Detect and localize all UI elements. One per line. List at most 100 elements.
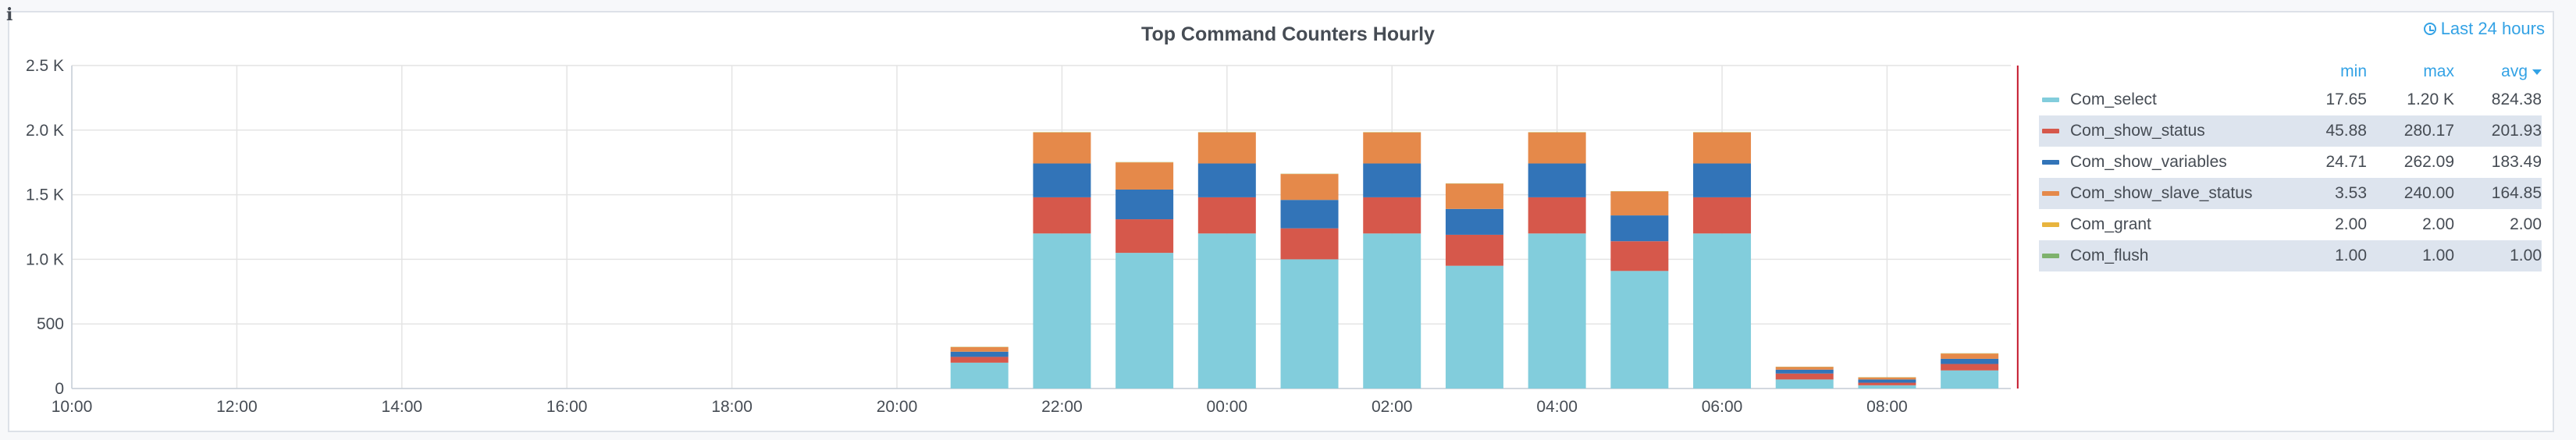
bar-segment [1858, 377, 1916, 380]
bar-segment [1610, 271, 1669, 389]
bar-segment [1363, 163, 1421, 197]
bar-segment [950, 351, 1009, 357]
legend-row[interactable]: Com_show_status 45.88 280.17 201.93 [2039, 115, 2542, 147]
bar-segment [950, 357, 1009, 363]
bar-segment [1693, 197, 1752, 234]
x-tick-label: 14:00 [382, 398, 423, 416]
legend-max: 262.09 [2403, 153, 2454, 171]
legend-avg: 1.00 [2510, 247, 2542, 264]
bar-segment [1033, 132, 1091, 164]
bar-segment [1858, 385, 1916, 389]
bar-segment [1775, 367, 1834, 370]
legend-max: 1.20 K [2407, 90, 2454, 108]
bar-segment [1528, 197, 1586, 234]
legend-name: Com_show_slave_status [2070, 184, 2253, 202]
bar-segment [1197, 233, 1256, 389]
x-tick-label: 08:00 [1866, 398, 1908, 416]
legend-avg: 2.00 [2510, 215, 2542, 233]
bar-segment [1775, 379, 1834, 389]
legend-min: 24.71 [2325, 153, 2367, 171]
legend-avg: 164.85 [2491, 184, 2542, 202]
legend-name: Com_select [2070, 90, 2157, 108]
y-tick-label: 1.5 K [26, 186, 64, 204]
bar-segment [1445, 208, 1503, 235]
legend-header-avg-label: avg [2501, 62, 2528, 80]
bar-segment [1941, 358, 1999, 364]
legend-row[interactable]: Com_select 17.65 1.20 K 824.38 [2039, 84, 2542, 115]
legend-swatch[interactable] [2042, 191, 2059, 196]
bar-segment [1941, 353, 1999, 359]
bar-segment [1693, 233, 1752, 389]
bar-segment [1445, 265, 1503, 389]
legend-row[interactable]: Com_show_slave_status 3.53 240.00 164.85 [2039, 178, 2542, 209]
bar-segment [1363, 233, 1421, 389]
bar-segment [950, 362, 1009, 389]
x-tick-label: 04:00 [1536, 398, 1578, 416]
bar-segment [950, 347, 1009, 352]
bar-segment [1445, 234, 1503, 266]
bar-segment [1197, 197, 1256, 234]
legend-row[interactable]: Com_show_variables 24.71 262.09 183.49 [2039, 147, 2542, 178]
legend-swatch[interactable] [2042, 254, 2059, 258]
legend-header-min[interactable]: min [2340, 62, 2367, 80]
legend-header: min max avg [2039, 62, 2542, 84]
bar-segment [1280, 174, 1339, 200]
bar-segment [1610, 215, 1669, 242]
bar-segment [1445, 183, 1503, 209]
legend-avg: 824.38 [2491, 90, 2542, 108]
bar-segment [1858, 379, 1916, 383]
time-range-label: Last 24 hours [2440, 19, 2545, 38]
bar-segment [1115, 253, 1174, 389]
bar-segment [1693, 132, 1752, 164]
legend-header-max[interactable]: max [2423, 62, 2454, 80]
bar-segment [1610, 191, 1669, 216]
bar-segment [1033, 163, 1091, 197]
legend-avg: 201.93 [2491, 122, 2542, 140]
legend-max: 240.00 [2403, 184, 2454, 202]
bar-segment [1280, 200, 1339, 229]
bar-segment [1363, 132, 1421, 164]
time-range-picker[interactable]: Last 24 hours [2423, 19, 2545, 39]
legend-swatch[interactable] [2042, 98, 2059, 102]
bar-segment [1528, 163, 1586, 197]
legend-min: 3.53 [2335, 184, 2367, 202]
legend-name: Com_show_status [2070, 122, 2205, 140]
bar-segment [1280, 228, 1339, 260]
x-tick-label: 02:00 [1372, 398, 1413, 416]
legend-name: Com_grant [2070, 215, 2151, 233]
x-tick-label: 06:00 [1702, 398, 1743, 416]
legend-max: 2.00 [2422, 215, 2454, 233]
legend-table: min max avg Com_select 17.65 1.20 K 824.38 C… [2039, 62, 2542, 271]
bar-segment [1115, 162, 1174, 190]
bar-segment [1197, 163, 1256, 197]
y-tick-label: 500 [37, 315, 64, 333]
legend-max: 280.17 [2403, 122, 2454, 140]
legend-swatch[interactable] [2042, 160, 2059, 165]
legend-header-avg[interactable]: avg [2454, 62, 2542, 84]
y-tick-label: 2.0 K [26, 122, 64, 140]
legend-row[interactable]: Com_flush 1.00 1.00 1.00 [2039, 240, 2542, 271]
legend-min: 17.65 [2325, 90, 2367, 108]
x-tick-label: 16:00 [546, 398, 588, 416]
bar-segment [1941, 370, 1999, 389]
y-tick-label: 2.5 K [26, 57, 64, 75]
bar-segment [1115, 219, 1174, 254]
legend-avg: 183.49 [2491, 153, 2542, 171]
legend-swatch[interactable] [2042, 129, 2059, 133]
bar-segment [1528, 132, 1586, 164]
legend-max: 1.00 [2422, 247, 2454, 264]
legend-name: Com_flush [2070, 247, 2149, 264]
bar-segment [1858, 382, 1916, 385]
legend-row[interactable]: Com_grant 2.00 2.00 2.00 [2039, 209, 2542, 240]
legend-name: Com_show_variables [2070, 153, 2227, 171]
x-tick-label: 00:00 [1207, 398, 1248, 416]
bar-segment [1528, 233, 1586, 389]
sort-caret-icon [2532, 69, 2542, 75]
legend-swatch[interactable] [2042, 222, 2059, 227]
bar-segment [1693, 163, 1752, 197]
clock-icon [2423, 23, 2436, 35]
info-icon[interactable]: i [6, 5, 13, 25]
bar-segment [1115, 189, 1174, 220]
bar-segment [1197, 132, 1256, 164]
